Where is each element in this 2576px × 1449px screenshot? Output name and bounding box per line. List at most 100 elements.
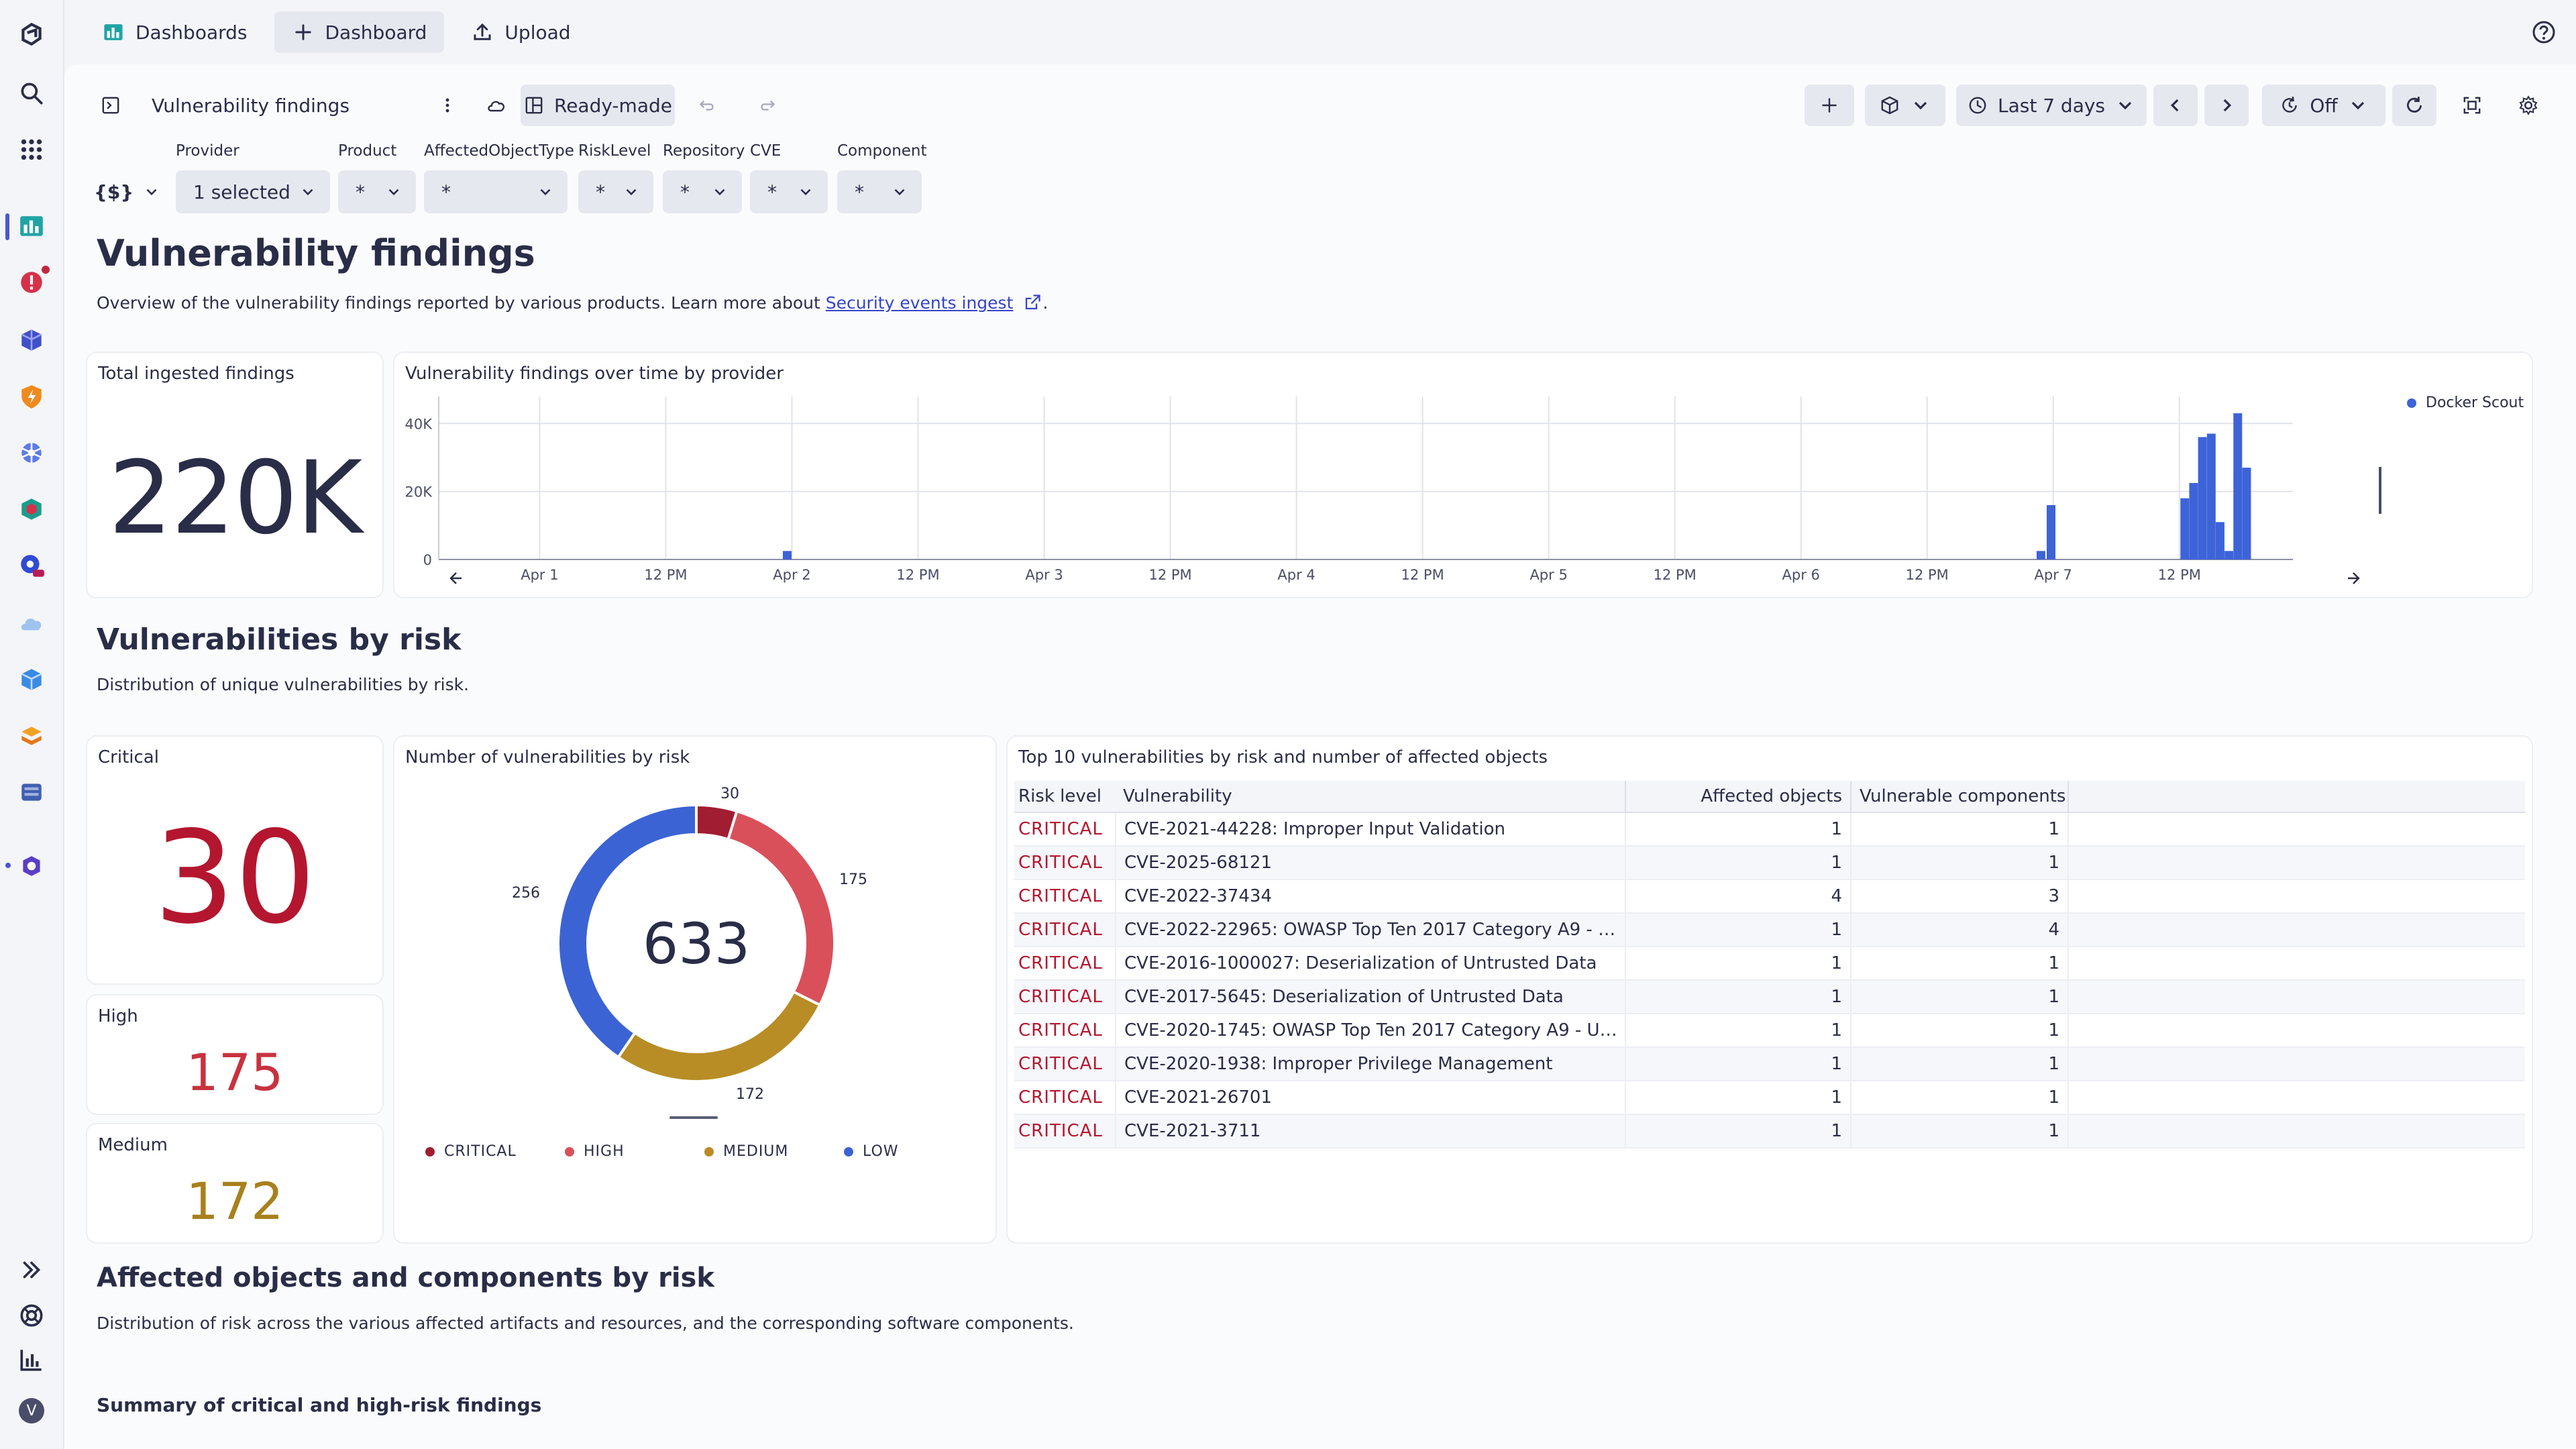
bar[interactable] [2233,413,2243,559]
filter-select[interactable]: * [750,170,828,213]
settings-icon[interactable] [2506,85,2551,126]
column-header-affected-objects[interactable]: Affected objects [1625,781,1850,812]
filter-select[interactable]: * [663,170,742,213]
donut-slice-medium[interactable] [616,989,822,1083]
services-app-icon[interactable] [16,494,47,525]
table-row[interactable]: CRITICAL CVE-2020-1745: OWASP Top Ten 201… [1014,1014,2525,1048]
workflow-app-icon[interactable] [16,851,47,881]
pan-left-arrow-icon[interactable] [449,572,462,584]
fullscreen-icon[interactable] [2450,85,2494,126]
refresh-button[interactable] [2392,85,2436,126]
findings-over-time-tile[interactable]: Vulnerability findings over time by prov… [393,352,2533,598]
database-app-icon[interactable] [16,777,47,808]
bar[interactable] [2215,522,2224,559]
user-avatar[interactable]: V [16,1395,47,1426]
stack-app-icon[interactable] [16,720,47,751]
table-row[interactable]: CRITICAL CVE-2021-26701 1 1 [1014,1081,2525,1115]
bar[interactable] [2189,482,2198,559]
table-row[interactable]: CRITICAL CVE-2022-22965: OWASP Top Ten 20… [1014,914,2525,947]
column-header-risk-level[interactable]: Risk level [1018,786,1102,806]
infrastructure-app-icon[interactable] [16,325,47,356]
bar[interactable] [2036,551,2045,559]
filter-select[interactable]: * [338,170,416,213]
cloud-app-icon[interactable] [16,608,47,639]
vulnerable-components-cell-text: 1 [2048,1121,2059,1141]
top10-vulnerabilities-tile[interactable]: Top 10 vulnerabilities by risk and numbe… [1006,735,2533,1244]
kubernetes-app-icon[interactable] [16,437,47,468]
legend-medium[interactable]: MEDIUM [704,1143,788,1160]
variables-menu-button[interactable]: {$} [94,172,160,212]
filter-select[interactable]: * [578,170,653,213]
legend-low[interactable]: LOW [844,1143,899,1160]
undo-icon[interactable] [688,85,726,126]
high-count-tile[interactable]: High 175 [86,994,384,1115]
add-tile-button[interactable] [1805,85,1854,126]
table-row[interactable]: CRITICAL CVE-2025-68121 1 1 [1014,847,2525,880]
legend-high[interactable]: HIGH [565,1143,625,1160]
vulnerability-cell-text: CVE-2025-68121 [1124,853,1273,873]
plus-icon [294,24,311,40]
segment-selector[interactable] [1865,85,1945,126]
risk-donut-tile[interactable]: Number of vulnerabilities by risk 633 30 1… [393,735,997,1244]
timeframe-previous-button[interactable] [2153,85,2198,126]
bar[interactable] [782,551,792,559]
donut-slice-low[interactable] [557,803,698,1059]
table-row[interactable]: CRITICAL CVE-2022-37434 4 3 [1014,880,2525,914]
vulnerable-components-cell: 1 [1850,1081,2069,1114]
problems-app-icon[interactable] [16,267,47,298]
vulnerability-cell-text: CVE-2021-44228: Improper Input Validatio… [1124,819,1505,839]
apps-grid-icon[interactable] [16,134,47,165]
support-icon[interactable] [16,1300,47,1331]
dashboard-title[interactable]: Vulnerability findings [152,85,350,126]
column-header-vulnerability[interactable]: Vulnerability [1123,786,1232,806]
auto-refresh-selector[interactable]: Off [2262,85,2385,126]
timeseries-chart: 0 20K 40K Apr 1 12 PM Apr 2 12 PM Apr 3 12 PM Apr… [405,396,2381,584]
bar[interactable] [2180,498,2190,559]
new-app-icon[interactable] [16,550,47,581]
vulnerability-cell-text: CVE-2021-26701 [1124,1087,1273,1108]
more-options-icon[interactable] [431,85,464,126]
dashboards-app-icon[interactable] [16,211,47,241]
readymade-badge[interactable]: Ready-made [521,85,675,126]
filter-select[interactable]: * [424,170,568,213]
refresh-icon [2407,97,2422,113]
table-row[interactable]: CRITICAL CVE-2020-1938: Improper Privileg… [1014,1048,2525,1081]
help-icon[interactable] [2530,19,2557,46]
bar[interactable] [2198,437,2207,559]
pan-right-arrow-icon[interactable] [2348,572,2360,584]
security-app-icon[interactable] [16,381,47,412]
table-row[interactable]: CRITICAL CVE-2016-1000027: Deserializatio… [1014,947,2525,981]
bar[interactable] [2224,551,2234,559]
critical-count-tile[interactable]: Critical 30 [86,735,384,985]
table-row[interactable]: CRITICAL CVE-2021-3711 1 1 [1014,1115,2525,1148]
filter-select[interactable]: * [837,170,922,213]
redo-icon[interactable] [749,85,786,126]
total-findings-tile[interactable]: Total ingested findings 220K [86,352,384,598]
security-events-ingest-link[interactable]: Security events ingest [825,293,1014,313]
toggle-panel-icon[interactable] [94,85,127,126]
dynatrace-logo-icon[interactable] [16,19,47,50]
cube-app-icon[interactable] [16,664,47,695]
column-header-vulnerable-components[interactable]: Vulnerable components [1850,781,2069,812]
bar[interactable] [2206,433,2216,559]
analytics-icon[interactable] [16,1344,47,1375]
legend-critical[interactable]: CRITICAL [425,1143,517,1160]
new-dashboard-button[interactable]: Dashboard [274,11,445,53]
bar[interactable] [2046,504,2055,559]
upload-button[interactable]: Upload [453,11,588,53]
table-row[interactable]: CRITICAL CVE-2021-44228: Improper Input V… [1014,813,2525,847]
external-link-icon[interactable] [1022,292,1042,313]
expand-sidebar-icon[interactable] [16,1254,47,1285]
cloud-sync-icon[interactable] [478,85,515,126]
dashboards-tab[interactable]: Dashboards [85,11,265,53]
filter-value: * [441,180,451,203]
legend-pager[interactable] [669,1116,718,1119]
legend-docker-scout[interactable]: Docker Scout [2407,394,2524,411]
table-row[interactable]: CRITICAL CVE-2017-5645: Deserialization o… [1014,981,2525,1014]
bar[interactable] [2242,468,2251,559]
timeframe-selector[interactable]: Last 7 days [1956,85,2147,126]
medium-count-tile[interactable]: Medium 172 [86,1123,384,1244]
filter-select[interactable]: 1 selected [176,170,330,213]
timeframe-next-button[interactable] [2204,85,2249,126]
search-icon[interactable] [16,78,47,109]
